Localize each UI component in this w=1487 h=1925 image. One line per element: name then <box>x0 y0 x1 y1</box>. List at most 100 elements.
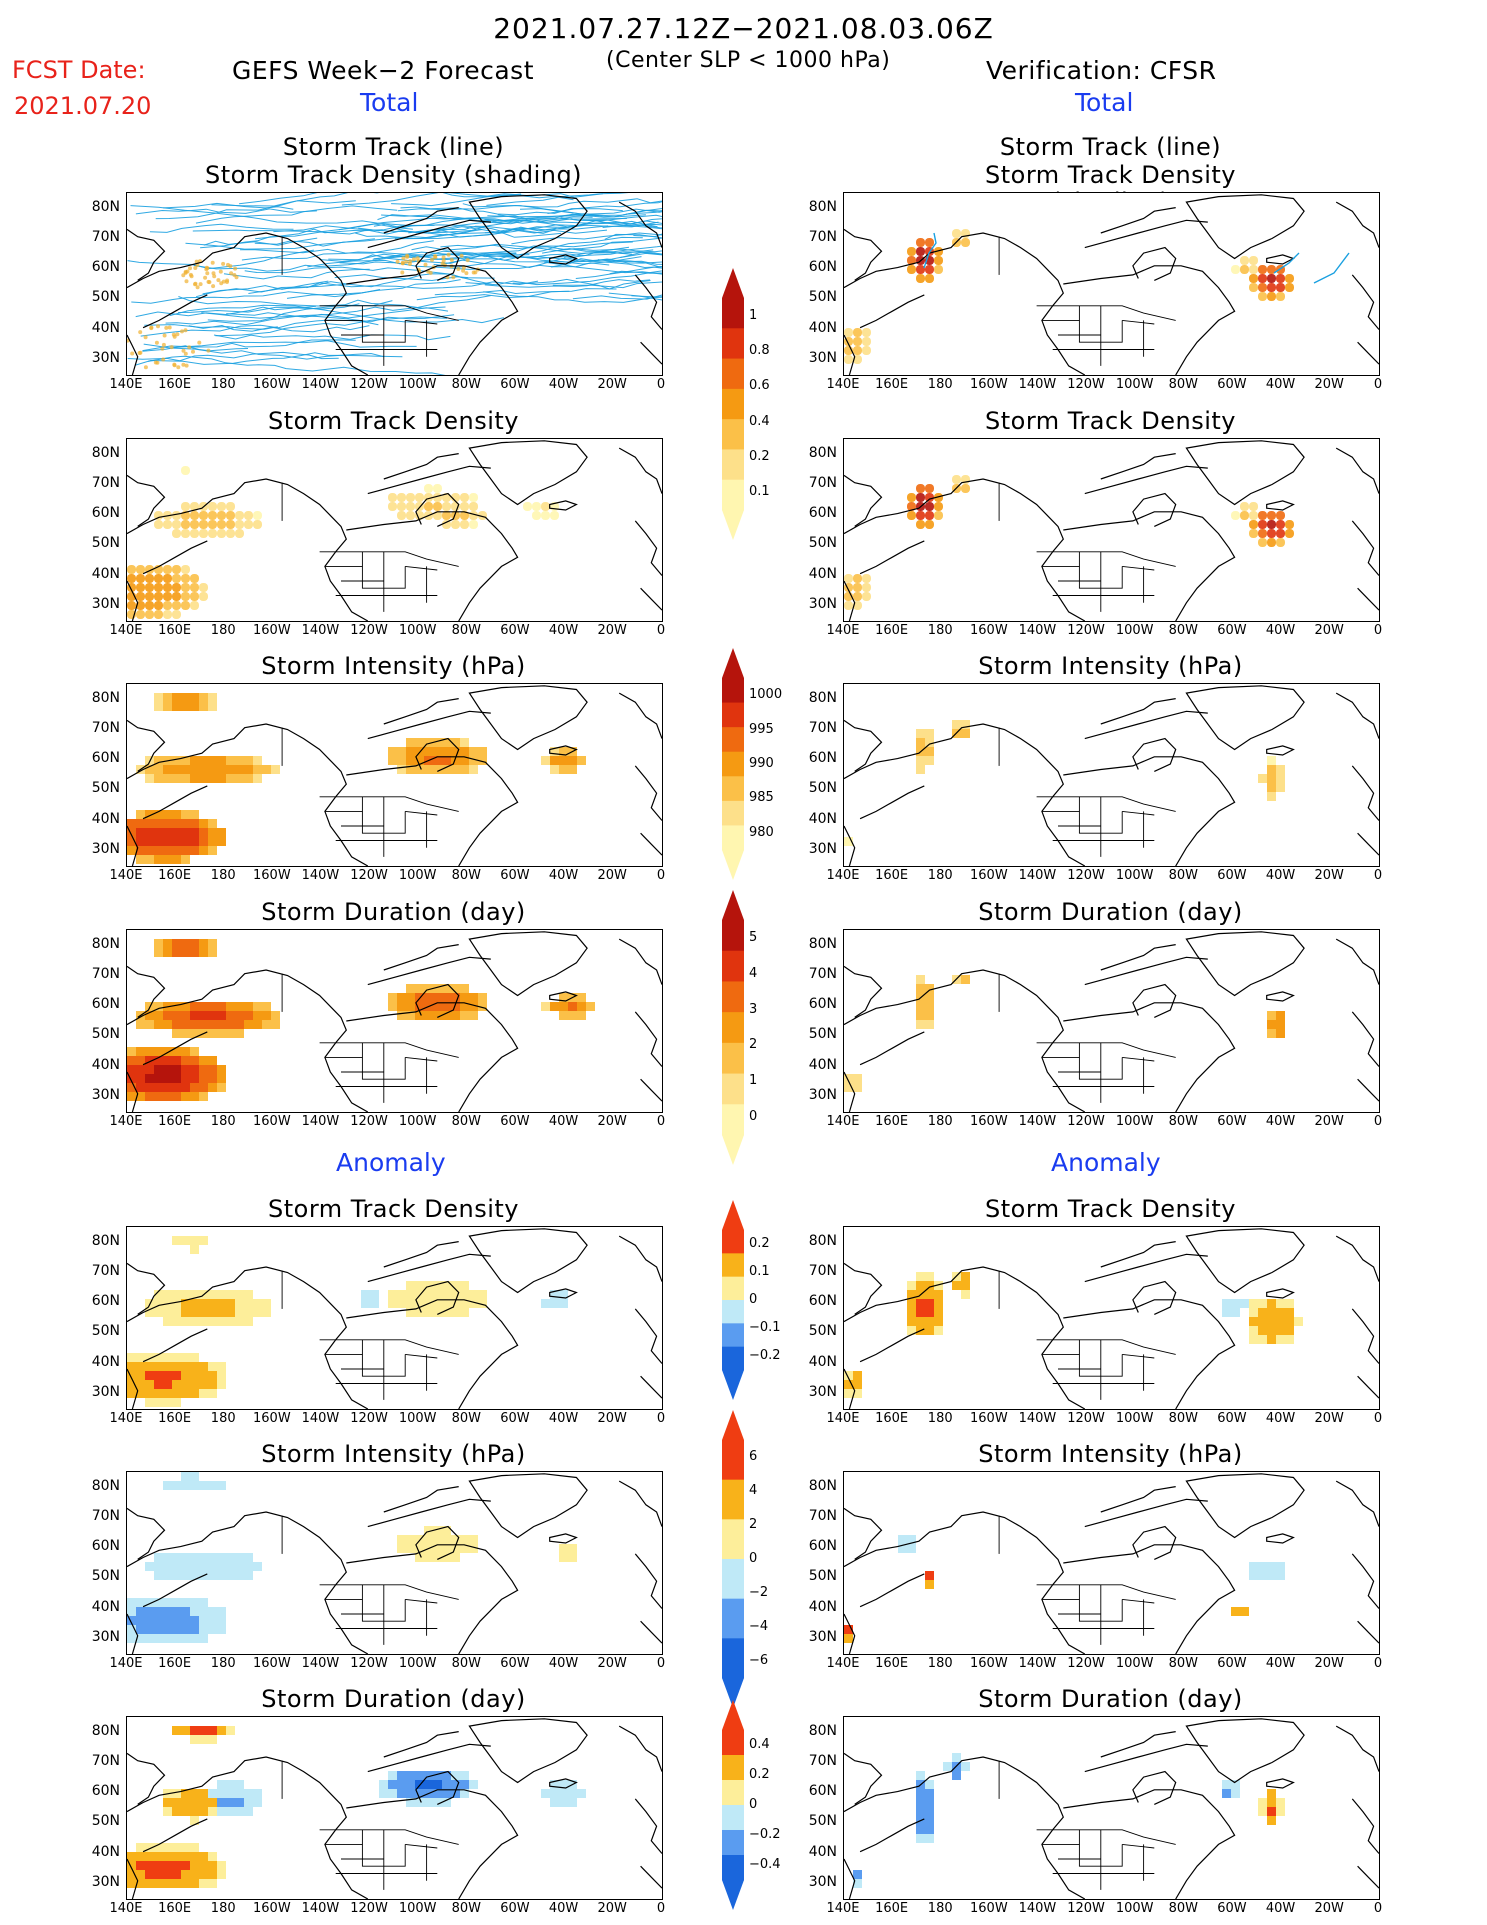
grid-cell <box>424 1281 433 1290</box>
density-shading-cell <box>127 565 136 574</box>
grid-cell <box>145 855 154 864</box>
grid-cell <box>442 738 451 747</box>
grid-cell <box>925 1834 934 1843</box>
grid-cell <box>190 1056 199 1065</box>
grid-cell <box>1267 1029 1276 1038</box>
grid-cell <box>235 1562 244 1571</box>
lon-tick-label: 80W <box>451 1901 482 1916</box>
coastline <box>127 1266 369 1409</box>
grid-cell <box>172 1236 181 1245</box>
density-shading-cell <box>433 484 442 493</box>
grid-cell <box>154 1861 163 1870</box>
lon-tick-label: 20W <box>597 868 627 883</box>
track-density-mark <box>184 363 189 368</box>
track-density-mark <box>155 360 160 365</box>
grid-cell <box>136 1861 145 1870</box>
grid-cell <box>925 1780 934 1789</box>
grid-cell <box>181 1065 190 1074</box>
colorbar-segment <box>722 981 744 1013</box>
grid-cell <box>172 1553 181 1562</box>
grid-cell <box>415 1308 424 1317</box>
grid-cell <box>199 774 208 783</box>
grid-cell <box>172 1616 181 1625</box>
density-shading-cell <box>424 484 433 493</box>
density-shading-cell <box>1258 265 1267 274</box>
density-shading-cell <box>862 592 871 601</box>
grid-cell <box>199 1074 208 1083</box>
grid-cell <box>181 1371 190 1380</box>
grid-cell <box>226 1029 235 1038</box>
lon-tick-label: 60W <box>1217 377 1247 392</box>
track-density-mark <box>169 345 174 350</box>
grid-cell <box>208 1389 217 1398</box>
panel-title: Storm Track (line) <box>282 133 505 161</box>
grid-cell <box>559 1290 568 1299</box>
lat-tick-label: 30N <box>91 1383 120 1400</box>
grid-cell <box>406 1535 415 1544</box>
track-density-mark <box>405 254 410 259</box>
density-shading-cell <box>127 601 136 610</box>
grid-cell <box>163 1371 172 1380</box>
coastline <box>1063 1544 1236 1654</box>
state-border <box>1058 1584 1102 1645</box>
grid-cell <box>127 1092 136 1101</box>
grid-cell <box>136 1092 145 1101</box>
coastline <box>367 1498 491 1528</box>
grid-cell <box>898 1544 907 1553</box>
grid-cell <box>217 1299 226 1308</box>
grid-cell <box>925 1299 934 1308</box>
grid-cell <box>181 1807 190 1816</box>
lon-tick-label: 40W <box>548 868 579 883</box>
storm-track-line <box>215 316 448 337</box>
grid-cell <box>925 1571 934 1580</box>
storm-track-line <box>130 205 435 226</box>
grid-cell <box>145 765 154 774</box>
grid-cell <box>181 855 190 864</box>
grid-cell <box>199 1020 208 1029</box>
grid-cell <box>181 828 190 837</box>
grid-cell <box>559 1544 568 1553</box>
density-shading-cell <box>853 583 862 592</box>
colorbar-segment <box>722 1730 744 1756</box>
density-shading-cell <box>1249 511 1258 520</box>
lat-tick-label: 50N <box>91 780 120 797</box>
grid-cell <box>199 1870 208 1879</box>
grid-cell <box>154 1083 163 1092</box>
lat-tick-label: 30N <box>808 349 837 366</box>
density-shading-cell <box>1249 256 1258 265</box>
grid-cell <box>172 855 181 864</box>
grid-cell <box>217 1481 226 1490</box>
grid-cell <box>181 1616 190 1625</box>
density-shading-cell <box>181 520 190 529</box>
lon-tick-label: 100W <box>398 1114 437 1129</box>
grid-cell <box>181 1290 190 1299</box>
grid-cell <box>925 1326 934 1335</box>
grid-cell <box>262 765 271 774</box>
grid-cell <box>1276 765 1285 774</box>
coastline <box>1335 938 1379 985</box>
density-shading-cell <box>1267 292 1276 301</box>
grid-cell <box>208 1861 217 1870</box>
grid-cell <box>415 1011 424 1020</box>
grid-cell <box>397 765 406 774</box>
grid-cell <box>559 1553 568 1562</box>
grid-cell <box>1267 1299 1276 1308</box>
grid-cell <box>190 1074 199 1083</box>
grid-cell <box>559 1798 568 1807</box>
lat-tick-label: 50N <box>808 1568 837 1585</box>
left-model-label: GEFS Week−2 Forecast <box>232 56 535 85</box>
grid-cell <box>217 1562 226 1571</box>
lon-tick-label: 120W <box>1067 1114 1105 1129</box>
grid-cell <box>397 1771 406 1780</box>
lon-tick-label: 100W <box>1115 377 1154 392</box>
lon-tick-label: 60W <box>500 623 530 638</box>
grid-cell <box>163 948 172 957</box>
coastline <box>367 710 491 740</box>
grid-cell <box>415 1553 424 1562</box>
grid-cell <box>442 1299 451 1308</box>
grid-cell <box>172 1020 181 1029</box>
grid-cell <box>181 1562 190 1571</box>
track-density-mark <box>233 266 238 271</box>
density-shading-cell <box>907 256 916 265</box>
lon-tick-label: 120W <box>350 623 388 638</box>
